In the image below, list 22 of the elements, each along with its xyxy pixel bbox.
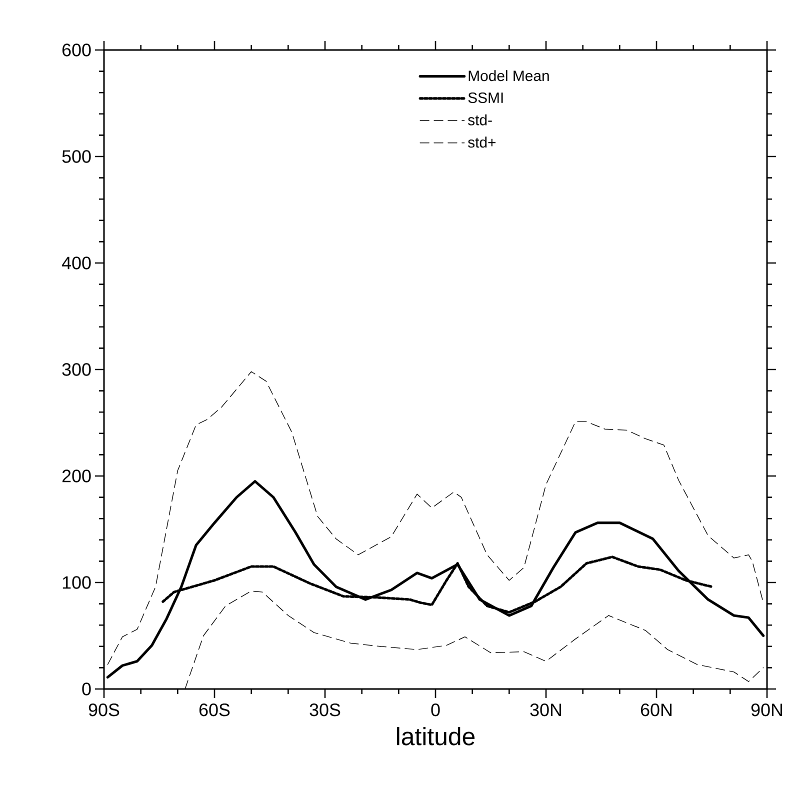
- line-series: [107, 371, 764, 665]
- y-tick-label: 0: [82, 682, 91, 696]
- y-tick-label: 600: [62, 44, 91, 56]
- x-tick-label: 30S: [310, 704, 340, 716]
- x-tick-label: 90N: [751, 704, 782, 716]
- x-tick-label: 0: [431, 704, 440, 716]
- legend-label: std+: [468, 136, 496, 148]
- legend-label: std-: [468, 114, 492, 126]
- y-tick-label: 100: [62, 576, 91, 589]
- y-tick-label: 400: [62, 256, 91, 270]
- line-series: [106, 480, 765, 679]
- line-series: [162, 556, 714, 614]
- legend-label: SSMI: [468, 92, 503, 104]
- x-tick-label: 60S: [199, 704, 230, 716]
- x-tick-label: 60N: [640, 704, 672, 716]
- x-tick-label: 30N: [530, 704, 561, 716]
- y-tick-label: 500: [62, 150, 91, 163]
- y-tick-label: 300: [62, 363, 91, 376]
- x-axis-title: latitude: [397, 727, 475, 746]
- legend-label: Model Mean: [468, 70, 549, 82]
- x-tick-label: 90S: [88, 704, 120, 716]
- y-tick-label: 200: [62, 470, 91, 482]
